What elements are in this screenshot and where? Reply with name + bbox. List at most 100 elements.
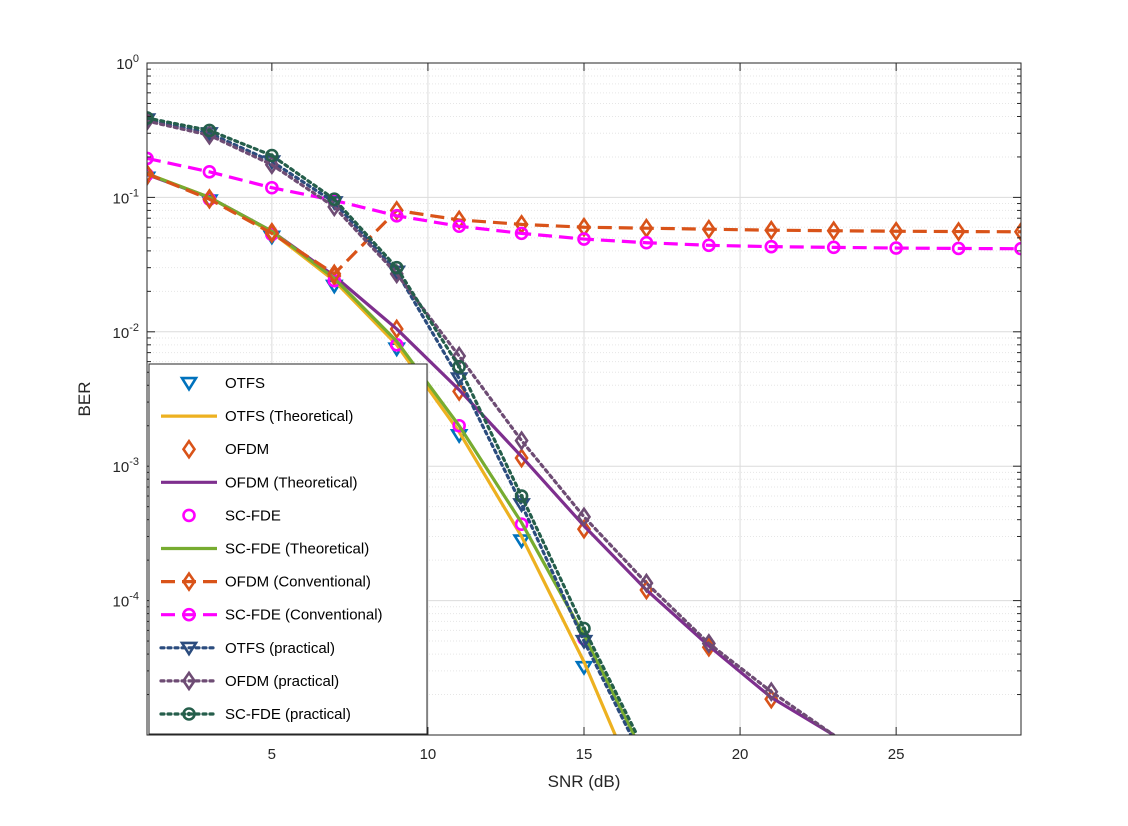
data-point (574, 634, 594, 650)
data-point (951, 241, 966, 256)
data-point (514, 517, 529, 532)
marker-dot (332, 196, 337, 202)
legend-marker (181, 670, 197, 692)
data-point (389, 200, 404, 221)
legend-item: SC-FDE (Theoretical) (161, 541, 369, 558)
legend-marker (181, 438, 197, 460)
marker-ring (389, 260, 404, 275)
x-tick-label: 15 (576, 746, 593, 763)
series-sc-fde-practical (147, 111, 639, 735)
y-axis-label: BER (75, 382, 94, 417)
x-tick-label: 20 (732, 746, 749, 763)
legend-item: SC-FDE (practical) (159, 706, 351, 723)
x-tick-label: 10 (420, 746, 437, 763)
marker-ring (327, 192, 342, 206)
data-point (514, 226, 529, 241)
legend-label: OTFS (225, 375, 265, 392)
legend-item: OFDM (181, 438, 269, 460)
legend-item: OFDM (practical) (159, 670, 339, 692)
series-ofdm-practical (147, 110, 836, 735)
marker-dot (519, 493, 524, 499)
legend-marker (179, 376, 199, 392)
series-layer (147, 110, 1021, 735)
y-tick-label: 10-1 (113, 187, 139, 207)
data-point (514, 430, 529, 451)
legend-label: SC-FDE (Conventional) (225, 607, 383, 624)
marker-dot (269, 153, 275, 158)
data-point (452, 359, 466, 374)
data-point (265, 180, 279, 195)
legend-item: SC-FDE (182, 507, 281, 524)
x-axis-label: SNR (dB) (548, 772, 621, 791)
legend-marker (179, 641, 199, 657)
data-point (449, 372, 469, 388)
legend-item: OTFS (practical) (159, 640, 335, 657)
series-line (147, 119, 836, 735)
y-tick-label: 10-3 (113, 456, 139, 476)
data-point (147, 163, 155, 185)
legend-label: SC-FDE (225, 507, 281, 524)
marker-ring (577, 621, 591, 636)
y-tick-label: 10-2 (113, 322, 139, 342)
marker-ring (452, 359, 466, 374)
marker-ring (147, 111, 154, 125)
legend-label: OTFS (Theoretical) (225, 408, 353, 425)
data-point (264, 154, 279, 176)
data-point (577, 232, 591, 246)
data-point (1013, 221, 1021, 243)
legend-label: OFDM (225, 441, 269, 458)
data-point (701, 218, 716, 240)
legend-label: OFDM (Conventional) (225, 574, 371, 591)
data-point (389, 208, 404, 223)
legend-marker (182, 508, 196, 523)
legend: OTFS OTFS (Theoretical) OFDM OFDM (Theoreti… (148, 363, 428, 735)
legend-label: OFDM (Theoretical) (225, 474, 358, 491)
data-point (452, 418, 466, 433)
data-point (702, 238, 716, 253)
data-point (264, 223, 279, 244)
series-sc-fde-conventional (147, 151, 1021, 256)
data-point (265, 148, 279, 163)
legend-item: SC-FDE (Conventional) (161, 607, 383, 624)
ticks: 5 10 15 20 25 100 10-1 10-2 10-3 10-4 (113, 53, 1021, 763)
marker-dot (394, 265, 399, 270)
data-point (202, 123, 217, 138)
data-point (951, 221, 966, 242)
data-point (202, 188, 217, 210)
data-point (514, 447, 529, 469)
data-point (327, 263, 342, 285)
data-point (147, 151, 154, 166)
marker-ring (265, 148, 279, 163)
data-point (639, 572, 654, 594)
marker-dot (207, 128, 212, 133)
data-point (202, 165, 217, 179)
marker-ring (182, 707, 196, 721)
data-point (889, 220, 904, 242)
data-point (764, 219, 779, 241)
data-point (576, 518, 592, 540)
data-point (389, 260, 404, 275)
legend-item: OFDM (Theoretical) (161, 474, 358, 491)
data-point (889, 241, 903, 255)
data-point (764, 681, 779, 702)
legend-label: OFDM (practical) (225, 673, 339, 690)
data-point (577, 621, 591, 636)
data-point (826, 220, 841, 242)
data-point (701, 633, 716, 654)
marker-dot (581, 626, 587, 631)
legend-label: SC-FDE (Theoretical) (225, 541, 369, 558)
legend-item: OFDM (Conventional) (161, 571, 371, 592)
series-line (147, 156, 1021, 251)
y-tick-label: 100 (116, 53, 139, 73)
legend-item: OTFS (179, 375, 265, 392)
x-tick-label: 5 (268, 746, 276, 763)
legend-marker (182, 607, 196, 622)
x-tick-label: 25 (888, 746, 905, 763)
y-tick-label: 10-4 (113, 591, 139, 611)
data-point (1014, 241, 1021, 256)
series-line (147, 172, 1021, 276)
marker-ring (514, 489, 529, 503)
data-point (576, 506, 592, 528)
series-ofdm-conventional (147, 163, 1021, 285)
data-point (452, 219, 466, 234)
